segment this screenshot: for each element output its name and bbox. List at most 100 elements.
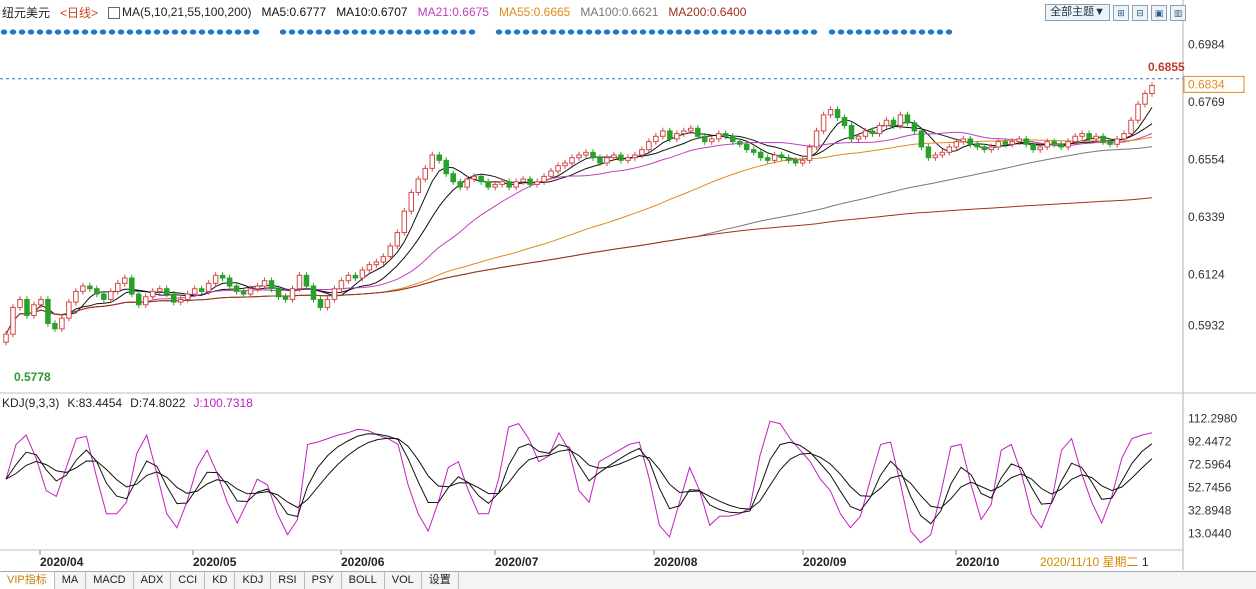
price-tick-label: 0.6769 [1188, 95, 1225, 109]
candle-body [366, 264, 373, 271]
candle-body [1058, 143, 1064, 148]
candle-body [1002, 141, 1009, 145]
candle-body [1107, 141, 1113, 145]
event-dot [594, 29, 602, 35]
candle-body [1072, 135, 1078, 143]
candle-body [785, 157, 792, 161]
event-dot [36, 29, 44, 35]
event-dot [756, 29, 764, 35]
candle-body [681, 130, 687, 135]
event-dot [909, 29, 917, 35]
event-dot [702, 29, 710, 35]
candle-body [212, 274, 219, 284]
tab-9[interactable]: BOLL [342, 572, 385, 589]
tab-8[interactable]: PSY [305, 572, 342, 589]
tab-0[interactable]: VIP指标 [0, 572, 55, 589]
event-dot [27, 29, 35, 35]
event-dot [441, 29, 449, 35]
event-dot [450, 29, 458, 35]
candle-body [1016, 138, 1022, 143]
candle-body [1079, 133, 1085, 137]
candle-body [757, 151, 764, 159]
kdj-title[interactable]: KDJ(9,3,3) [2, 396, 60, 410]
event-dot [630, 29, 638, 35]
symbol-name[interactable]: 纽元美元 [2, 5, 51, 20]
candle-body [541, 175, 547, 183]
event-dot [378, 29, 386, 35]
event-dot [90, 29, 98, 35]
candle-body [520, 178, 526, 183]
candle-body [576, 154, 582, 159]
checkbox-icon[interactable] [108, 6, 121, 19]
candle-body [1065, 141, 1071, 148]
candle-body [408, 191, 415, 212]
event-dot [342, 29, 350, 35]
candle-body [3, 333, 9, 343]
ma55-value: MA55:0.6665 [498, 5, 571, 19]
event-dot [882, 29, 890, 35]
event-dot [927, 29, 935, 35]
zoom-in-icon[interactable]: ⊞ [1113, 4, 1129, 21]
event-dot [936, 29, 944, 35]
price-tick-label: 0.6339 [1188, 210, 1225, 224]
candle-body [827, 109, 834, 116]
tab-5[interactable]: KD [205, 572, 236, 589]
candle-body [548, 170, 554, 177]
event-dot [639, 29, 647, 35]
tab-3[interactable]: ADX [134, 572, 172, 589]
candle-body [359, 269, 366, 279]
event-dot [99, 29, 107, 35]
candle-body [632, 154, 638, 159]
layout-icon[interactable]: ▥ [1170, 4, 1186, 21]
zoom-out-icon[interactable]: ⊟ [1132, 4, 1148, 21]
event-dot [252, 29, 260, 35]
tab-7[interactable]: RSI [271, 572, 305, 589]
candle-body [527, 178, 533, 185]
event-dot [495, 29, 503, 35]
ma-params[interactable]: MA(5,10,21,55,100,200) [108, 5, 251, 19]
candle-body [10, 306, 16, 335]
event-dot [405, 29, 413, 35]
event-dot [612, 29, 620, 35]
ma21-value: MA21:0.6675 [417, 5, 489, 19]
tab-1[interactable]: MA [55, 572, 87, 589]
event-dot [216, 29, 224, 35]
candle-body [918, 130, 925, 148]
theme-dropdown[interactable]: 全部主题▼ [1045, 4, 1110, 21]
tab-11[interactable]: 设置 [422, 572, 459, 589]
candle-body [981, 146, 988, 151]
event-dot [783, 29, 791, 35]
event-dot [333, 29, 341, 35]
candle-body [373, 261, 380, 266]
candle-body [338, 280, 345, 290]
event-dot [585, 29, 593, 35]
period-selector[interactable]: <日线> [60, 5, 99, 20]
event-dot [828, 29, 836, 35]
event-dot [468, 29, 476, 35]
candle-body [261, 280, 268, 287]
candle-body [988, 146, 995, 151]
tab-10[interactable]: VOL [385, 572, 422, 589]
candle-body [156, 288, 163, 292]
tab-6[interactable]: KDJ [235, 572, 272, 589]
event-dot [423, 29, 431, 35]
chart-style-icon[interactable]: ▣ [1151, 4, 1167, 21]
candle-body [960, 138, 967, 143]
event-dot [126, 29, 134, 35]
tab-2[interactable]: MACD [86, 572, 134, 589]
event-dot [63, 29, 71, 35]
event-dot [45, 29, 53, 35]
candle-body [450, 173, 456, 183]
price-tick-label: 0.6124 [1188, 267, 1225, 281]
tab-4[interactable]: CCI [171, 572, 206, 589]
candle-body [1100, 135, 1106, 143]
event-dot [198, 29, 206, 35]
candle-body [163, 288, 170, 295]
candle-body [625, 157, 631, 161]
event-dot [891, 29, 899, 35]
ma200-value: MA200:0.6400 [668, 5, 747, 19]
candle-body [653, 135, 659, 143]
kdj-tick-label: 52.7456 [1188, 480, 1232, 494]
candle-body [562, 162, 568, 167]
